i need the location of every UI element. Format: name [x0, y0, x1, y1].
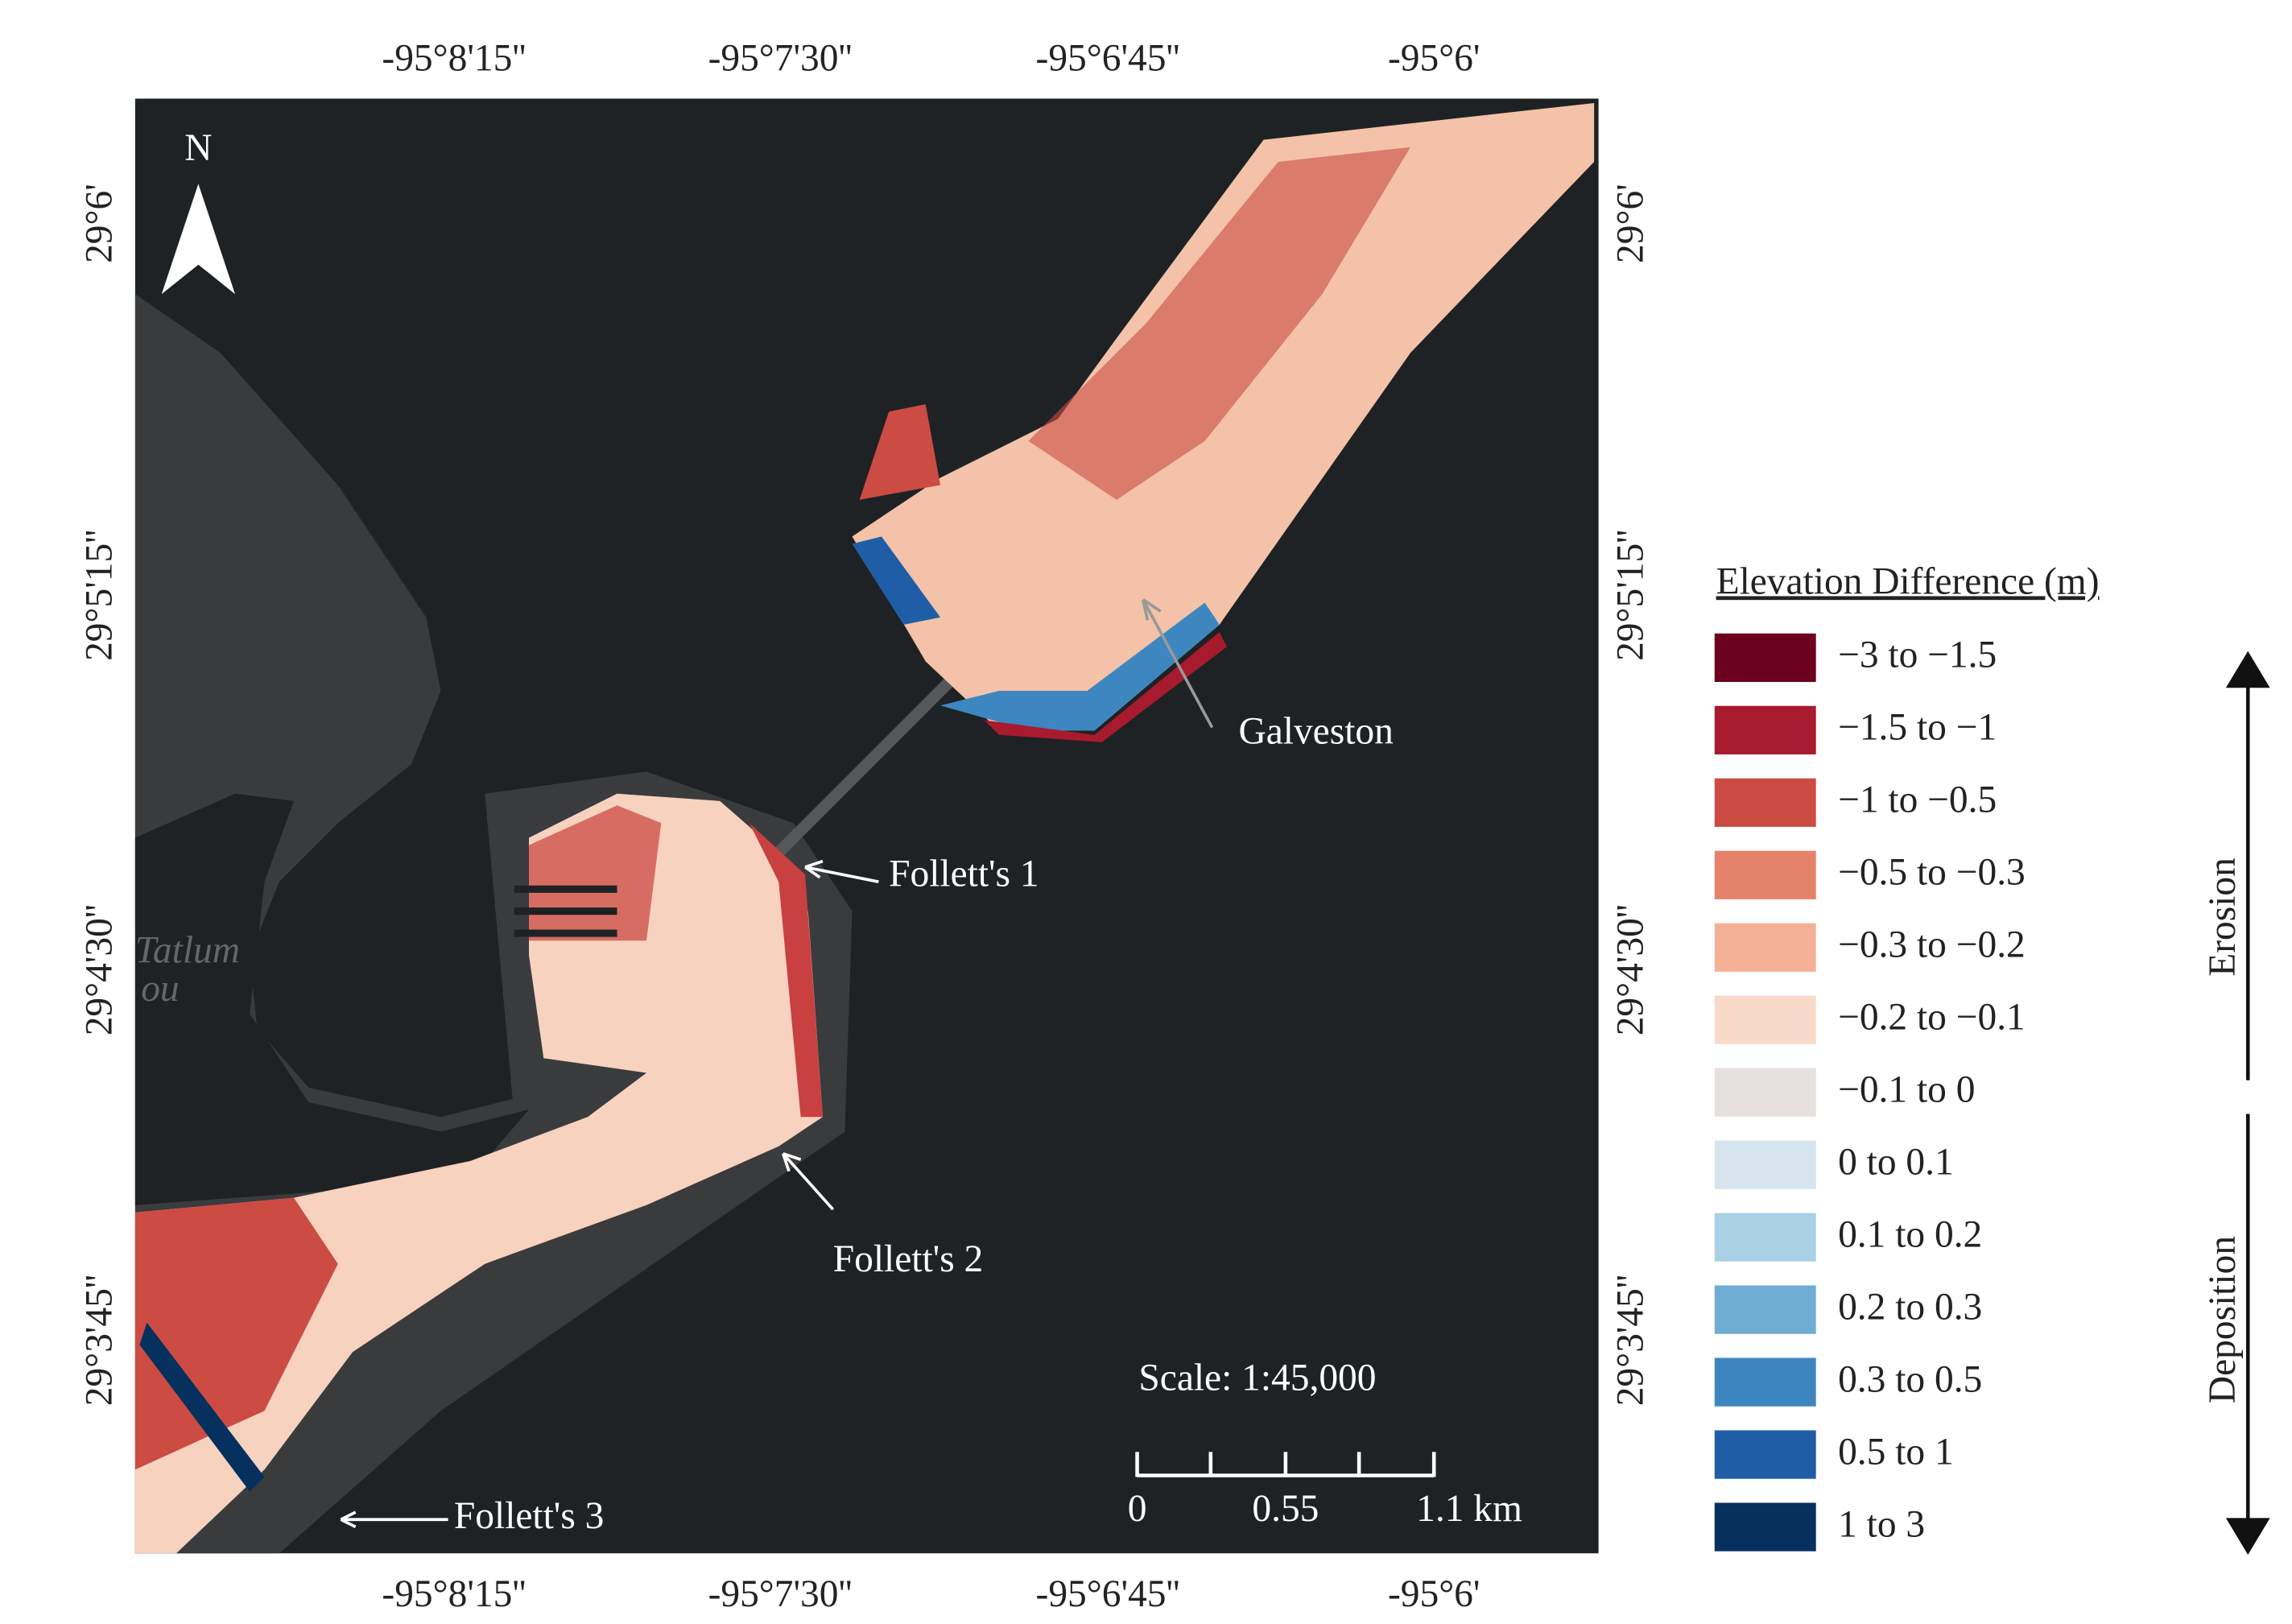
erosion-label: Erosion	[2202, 857, 2244, 977]
legend-label: 0.5 to 1	[1838, 1431, 1954, 1473]
latitude-label: 29°6'	[79, 184, 121, 263]
arrow	[781, 1152, 835, 1211]
legend-label: −1.5 to −1	[1838, 707, 1997, 749]
longitude-label: -95°6'45''	[1036, 1573, 1180, 1615]
legend-label: 0.2 to 0.3	[1838, 1286, 1982, 1328]
legend-swatch	[1714, 1213, 1816, 1262]
legend-swatch	[1714, 1140, 1816, 1189]
scale-label: 0.55	[1252, 1488, 1319, 1530]
erosion-patch	[859, 404, 940, 500]
causeway	[774, 672, 960, 857]
latitude-label: 29°5'15''	[79, 530, 121, 661]
arrow	[804, 859, 879, 883]
erosion-patch	[1028, 147, 1410, 500]
latitude-label: 29°3'45''	[1609, 1275, 1651, 1406]
erosion-band	[984, 631, 1227, 742]
annotation: Follett's 2	[833, 1238, 983, 1280]
annotation: Follett's 1	[889, 853, 1039, 895]
north-arrow	[161, 184, 235, 295]
legend-label: −0.1 to 0	[1838, 1069, 1975, 1111]
legend-label: 1 to 3	[1838, 1503, 1925, 1545]
follett-land	[134, 793, 823, 1554]
legend-swatch	[1714, 1430, 1816, 1479]
scale-title: Scale: 1:45,000	[1138, 1357, 1376, 1399]
legend-title: Elevation Difference (m)	[1716, 560, 2100, 602]
legend-label: 0.1 to 0.2	[1838, 1213, 1982, 1255]
basemap-label: ou	[141, 968, 179, 1010]
longitude-label: -95°6'	[1388, 1573, 1480, 1615]
legend-swatch	[1714, 705, 1816, 754]
latitude-label: 29°4'30''	[1609, 904, 1651, 1035]
legend-swatch	[1714, 995, 1816, 1044]
latitude-label: 29°3'45''	[79, 1275, 121, 1406]
deposition-band	[852, 536, 940, 625]
legend-swatch	[1714, 923, 1816, 972]
longitude-label: -95°7'30''	[708, 38, 853, 80]
legend-label: −3 to −1.5	[1838, 634, 1997, 676]
legend-label: 0 to 0.1	[1838, 1141, 1954, 1183]
legend-label: 0.3 to 0.5	[1838, 1358, 1982, 1400]
piers	[514, 885, 617, 937]
arrow	[340, 1510, 448, 1528]
legend-swatch	[1714, 1502, 1816, 1552]
legend-swatch	[1714, 850, 1816, 899]
legend-swatch	[1714, 1285, 1816, 1334]
bay	[134, 294, 646, 1220]
channel	[134, 793, 529, 1205]
erosion-patch	[529, 805, 662, 941]
erosion-band	[749, 823, 823, 1118]
legend-swatch	[1714, 1357, 1816, 1407]
scale-bar	[1135, 1452, 1436, 1477]
annotation: Galveston	[1238, 711, 1393, 753]
longitude-label: -95°8'15''	[382, 1573, 526, 1615]
north-label: N	[184, 127, 212, 169]
deposition-band	[139, 1322, 265, 1492]
longitude-label: -95°6'	[1388, 38, 1480, 80]
latitude-label: 29°4'30''	[79, 904, 121, 1035]
legend-label: −0.5 to −0.3	[1838, 852, 2026, 894]
legend-swatch	[1714, 1068, 1816, 1117]
legend-label: −1 to −0.5	[1838, 779, 1997, 821]
latitude-label: 29°5'15''	[1609, 530, 1651, 661]
legend-swatch	[1714, 778, 1816, 827]
scale-label: 0	[1128, 1488, 1147, 1530]
basemap-label: Tatlum	[135, 930, 240, 972]
annotation-arrows	[340, 598, 1214, 1528]
deposition-band	[940, 602, 1220, 731]
longitude-label: -95°8'15''	[382, 38, 526, 80]
legend-swatch	[1714, 633, 1816, 682]
labels: -95°8'15'' -95°8'15'' -95°7'30'' -95°7'30''…	[79, 38, 2244, 1615]
annotation: Follett's 3	[454, 1495, 604, 1537]
latitude-label: 29°6'	[1609, 184, 1651, 263]
longitude-label: -95°7'30''	[708, 1573, 853, 1615]
longitude-label: -95°6'45''	[1036, 38, 1180, 80]
legend-label: −0.2 to −0.1	[1838, 997, 2026, 1039]
deposition-label: Deposition	[2202, 1236, 2244, 1403]
scale-label: 1.1 km	[1416, 1488, 1522, 1530]
legend-label: −0.3 to −0.2	[1838, 924, 2026, 966]
arrow	[1142, 598, 1214, 729]
